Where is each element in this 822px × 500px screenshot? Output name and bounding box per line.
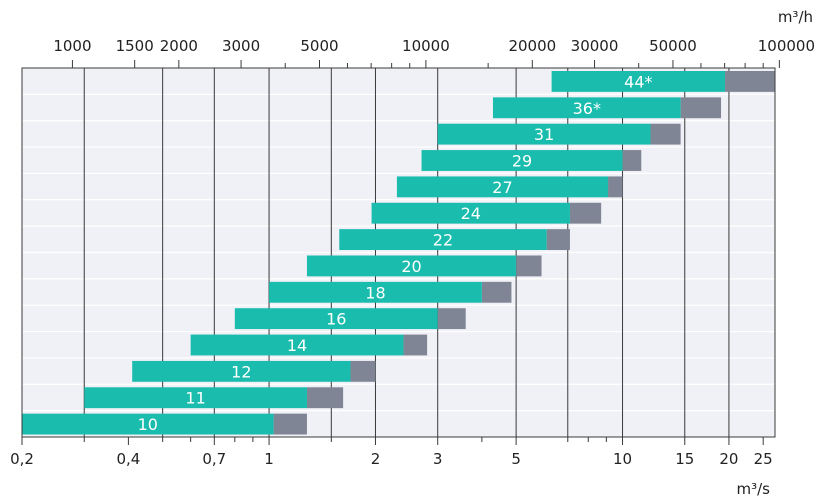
bar-label: 27 [492,178,512,197]
bar-extension [608,176,623,198]
bar-label: 12 [231,362,251,381]
bottom-axis-tick-label: 10 [613,450,632,468]
bottom-axis-tick-label: 3 [433,450,443,468]
bar-main [190,334,404,356]
top-axis-tick-label: 3000 [222,37,260,55]
bar-extension [437,308,466,330]
bottom-axis-tick-label: 0,7 [202,450,226,468]
bar-main [371,202,570,224]
bar-main [421,150,623,171]
top-axis-tick-label: 5000 [300,37,338,55]
bar-label: 44* [624,72,652,91]
bar-main [306,255,517,277]
bar-main [437,123,651,145]
bar-extension [650,123,681,145]
top-axis-unit: m³/h [778,8,813,26]
top-axis-tick-label: 30000 [571,37,619,55]
top-axis-tick-label: 100000 [758,37,815,55]
top-axis-tick-label: 20000 [508,37,556,55]
bar-main [492,97,681,119]
bar-main [22,413,274,435]
bar-label: 29 [512,152,532,171]
bar-main [234,308,438,330]
bar-label: 14 [287,336,307,355]
bar-extension [516,255,542,277]
bar-label: 31 [534,125,554,144]
bar-main [132,360,351,382]
bar-extension [350,360,376,382]
bar-extension [273,413,307,435]
bar-main [84,387,307,409]
bottom-axis-tick-label: 1 [264,450,274,468]
bar-extension [546,229,570,250]
bar-extension [680,97,722,119]
bar-label: 22 [433,231,453,250]
bottom-axis-tick-label: 25 [754,450,773,468]
top-axis-tick-label: 2000 [160,37,198,55]
bar-extension [622,150,642,171]
top-axis-tick-label: 1500 [116,37,154,55]
top-axis-tick-label: 1000 [53,37,91,55]
bottom-axis-tick-label: 5 [511,450,521,468]
bar-label: 24 [461,204,481,223]
bar-label: 16 [326,310,346,329]
bottom-axis-tick-label: 20 [719,450,738,468]
top-axis-tick-label: 10000 [402,37,450,55]
bar-extension [481,281,512,303]
bar-extension [306,387,344,409]
bar-label: 20 [401,257,421,276]
bar-main [396,176,609,198]
bar-extension [725,71,775,92]
bar-label: 36* [573,99,601,118]
bar-extension [569,202,602,224]
bar-label: 11 [185,389,205,408]
bottom-axis-unit: m³/s [737,480,771,498]
plot-frame [21,67,776,438]
bar-label: 10 [138,415,158,434]
bar-label: 18 [365,283,385,302]
bottom-axis-tick-label: 15 [675,450,694,468]
bar-main [551,71,726,92]
bar-main [339,229,547,250]
bottom-axis-tick-label: 0,2 [10,450,34,468]
bottom-axis-tick-label: 2 [371,450,381,468]
bar-extension [403,334,428,356]
bottom-axis-tick-label: 0,4 [116,450,140,468]
bar-main [269,281,482,303]
top-axis-tick-label: 50000 [649,37,697,55]
